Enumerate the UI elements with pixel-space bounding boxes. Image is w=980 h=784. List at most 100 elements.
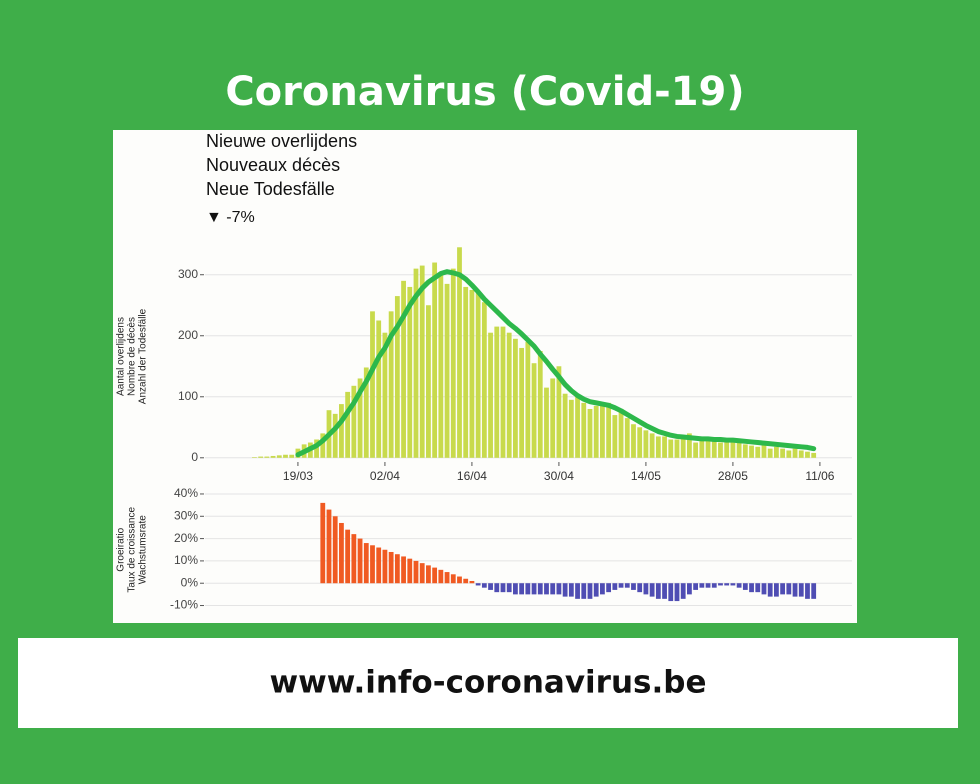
bar — [444, 572, 450, 584]
bar — [699, 583, 705, 588]
bar — [407, 286, 413, 458]
bar — [283, 454, 288, 458]
bar — [432, 567, 438, 584]
bar — [537, 351, 543, 458]
bar — [326, 509, 332, 584]
y-axis-label: Groeiratio — [116, 527, 127, 571]
bar — [506, 332, 512, 458]
bar — [413, 268, 419, 458]
bar — [780, 583, 786, 595]
bar — [481, 583, 487, 588]
x-tick-label: 14/05 — [631, 469, 661, 483]
x-tick-label: 02/04 — [370, 469, 400, 483]
y-tick-label: 30% — [174, 508, 198, 522]
y-tick-label: 0 — [191, 450, 198, 464]
bar — [426, 565, 431, 584]
y-tick-label: 200 — [178, 328, 198, 342]
bar — [618, 583, 624, 588]
x-tick-label: 19/03 — [283, 469, 313, 483]
bar — [363, 367, 369, 458]
x-tick-label: 16/04 — [457, 469, 487, 483]
x-tick-label: 11/06 — [805, 469, 834, 483]
bar — [562, 393, 568, 458]
bar — [631, 583, 636, 590]
bar — [506, 583, 512, 593]
bar — [774, 583, 779, 597]
bar — [252, 457, 257, 458]
bar — [332, 516, 338, 584]
bar — [320, 502, 326, 584]
bar — [643, 430, 649, 458]
bar — [544, 583, 549, 595]
bar — [345, 529, 351, 584]
bar — [811, 583, 817, 599]
bar — [370, 311, 375, 458]
bar — [755, 583, 761, 593]
bar — [767, 583, 773, 597]
bar — [519, 583, 525, 595]
bar — [525, 341, 531, 458]
bar — [649, 433, 655, 458]
bar — [345, 391, 351, 458]
bar — [680, 583, 686, 599]
bar — [382, 549, 388, 584]
bar — [761, 583, 767, 595]
bar — [457, 247, 462, 458]
bar — [612, 415, 618, 458]
bar — [469, 580, 475, 584]
bar — [798, 450, 804, 458]
bar — [382, 332, 388, 458]
bar — [332, 413, 338, 458]
bar — [463, 578, 469, 584]
bar — [724, 440, 730, 458]
bar — [258, 456, 264, 458]
bar — [593, 405, 599, 458]
bar — [680, 436, 686, 458]
bar — [438, 274, 444, 458]
bar — [519, 347, 525, 458]
bar — [537, 583, 543, 595]
bar — [786, 583, 792, 595]
bar — [550, 378, 556, 458]
bar — [370, 545, 375, 584]
chart-title: Nouveaux décès — [206, 155, 340, 175]
x-tick-label: 28/05 — [718, 469, 748, 483]
bar — [687, 433, 692, 458]
bar — [655, 583, 661, 599]
bar — [693, 583, 699, 590]
y-axis-label: Aantal overlijdens — [116, 317, 127, 396]
bar — [401, 556, 406, 584]
bar — [264, 456, 270, 458]
bar — [711, 439, 717, 458]
plots: 0 100 200 300 Aantal overlijdens Nombre de dé… — [116, 131, 852, 612]
bar — [469, 289, 475, 458]
bar — [693, 442, 699, 458]
annotation: ▼ -7% — [206, 209, 255, 226]
bar — [357, 538, 363, 584]
bar — [761, 444, 767, 458]
bar — [792, 583, 798, 597]
bar — [730, 439, 736, 458]
bar — [643, 583, 649, 595]
bar — [792, 448, 798, 458]
bar — [357, 378, 363, 458]
bar — [649, 583, 655, 597]
bar — [718, 442, 723, 458]
bar — [339, 404, 344, 458]
bar — [488, 583, 493, 590]
bar — [749, 445, 754, 458]
bar — [544, 387, 549, 458]
bar — [575, 583, 580, 599]
y-tick-label: 20% — [174, 531, 198, 545]
bar — [687, 583, 692, 595]
bar — [438, 569, 444, 584]
y-tick-label: 300 — [178, 267, 198, 281]
y-axis-label: Anzahl der Todesfälle — [138, 308, 149, 404]
bar — [413, 560, 419, 584]
chart-title: Neue Todesfälle — [206, 179, 335, 199]
bar — [662, 583, 667, 599]
bar — [481, 302, 487, 458]
bar — [550, 583, 556, 595]
bar — [668, 439, 674, 458]
